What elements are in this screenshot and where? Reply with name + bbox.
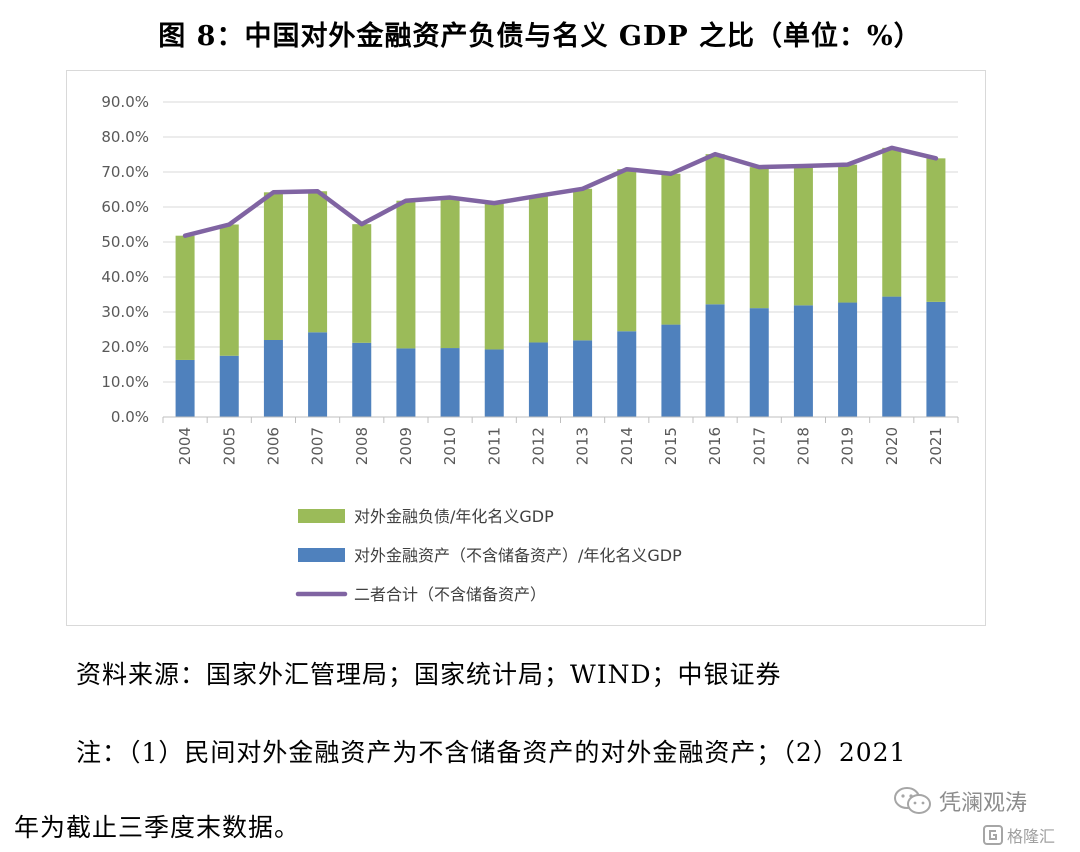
footnote-line-1: 注：（1）民间对外金融资产为不含储备资产的对外金融资产；（2）2021 [76, 738, 907, 767]
watermark: 凭澜观涛 格隆汇 [893, 785, 1073, 847]
x-tick-label: 2007 [309, 427, 327, 465]
bar-assets [838, 302, 858, 417]
bar-liabilities [263, 192, 283, 340]
y-tick-label: 30.0% [101, 303, 149, 321]
bar-assets [926, 301, 946, 417]
legend-swatch [298, 548, 345, 562]
bar-assets [219, 355, 239, 417]
gelonghui-logo-icon [983, 825, 1003, 845]
bar-liabilities [705, 154, 725, 305]
bar-liabilities [396, 200, 416, 349]
x-tick-label: 2015 [662, 427, 680, 465]
bar-assets [882, 296, 902, 417]
source-note: 资料来源：国家外汇管理局；国家统计局；WIND；中银证券 [76, 660, 782, 689]
bar-liabilities [308, 191, 328, 333]
watermark-account-name: 凭澜观涛 [939, 791, 1028, 816]
bar-liabilities [882, 147, 902, 297]
y-tick-label: 80.0% [101, 128, 149, 146]
x-tick-label: 2004 [176, 427, 194, 465]
x-tick-label: 2020 [883, 427, 901, 465]
x-tick-label: 2016 [706, 427, 724, 465]
y-tick-label: 40.0% [101, 268, 149, 286]
x-tick-label: 2006 [264, 427, 282, 465]
bar-assets [749, 308, 769, 417]
x-tick-label: 2021 [927, 427, 945, 465]
chart-legend: 对外金融负债/年化名义GDP 对外金融资产（不含储备资产）/年化名义GDP 二者合计… [295, 507, 682, 604]
chart-bars [175, 147, 946, 417]
x-tick-label: 2018 [794, 427, 812, 465]
x-tick-label: 2019 [839, 427, 857, 465]
x-tick-label: 2010 [441, 427, 459, 465]
bar-assets [175, 359, 195, 417]
figure-title: 图 8：中国对外金融资产负债与名义 GDP 之比（单位：%） [158, 21, 922, 52]
x-tick-label: 2009 [397, 427, 415, 465]
bar-assets [661, 324, 681, 417]
legend-swatch [298, 509, 345, 523]
bar-assets [440, 348, 460, 417]
bar-assets [793, 305, 813, 417]
y-tick-label: 70.0% [101, 163, 149, 181]
bar-assets [263, 340, 283, 417]
x-tick-label: 2008 [353, 427, 371, 465]
bar-assets [528, 342, 548, 417]
watermark-brand: 格隆汇 [1007, 827, 1056, 846]
bar-liabilities [793, 166, 813, 306]
bar-liabilities [440, 197, 460, 349]
y-tick-label: 10.0% [101, 373, 149, 391]
x-tick-label: 2013 [574, 427, 592, 465]
y-tick-label: 90.0% [101, 93, 149, 111]
x-tick-label: 2014 [618, 427, 636, 465]
legend-label: 对外金融资产（不含储备资产）/年化名义GDP [354, 546, 682, 565]
bar-assets [573, 340, 593, 417]
bar-liabilities [528, 195, 548, 343]
bar-assets [396, 348, 416, 417]
x-tick-label: 2011 [485, 427, 503, 465]
bar-liabilities [617, 169, 637, 332]
chart-line [182, 145, 939, 238]
x-tick-label: 2017 [750, 427, 768, 465]
y-tick-label: 50.0% [101, 233, 149, 251]
bar-assets [352, 342, 372, 417]
bar-liabilities [661, 173, 681, 325]
stacked-bar-chart: 0.0% 10.0% 20.0% 30.0% 40.0% 50.0% 60.0% 70.0% 8… [101, 93, 959, 604]
bar-assets [705, 304, 725, 417]
y-tick-label: 0.0% [111, 408, 149, 426]
x-tick-label: 2005 [220, 427, 238, 465]
y-tick-label: 60.0% [101, 198, 149, 216]
bar-liabilities [352, 224, 372, 343]
bar-liabilities [484, 203, 504, 350]
bar-liabilities [175, 235, 195, 360]
bar-liabilities [573, 188, 593, 341]
total-line [182, 145, 939, 238]
bar-liabilities [219, 224, 239, 356]
y-tick-label: 20.0% [101, 338, 149, 356]
bar-liabilities [926, 158, 946, 302]
x-tick-label: 2012 [529, 427, 547, 465]
bar-liabilities [838, 164, 858, 303]
bar-liabilities [749, 167, 769, 309]
legend-label: 对外金融负债/年化名义GDP [354, 507, 554, 526]
bar-assets [617, 331, 637, 417]
bar-assets [308, 332, 328, 417]
legend-label: 二者合计（不含储备资产） [354, 585, 546, 604]
wechat-icon [894, 787, 931, 814]
y-axis: 0.0% 10.0% 20.0% 30.0% 40.0% 50.0% 60.0% 70.0% 8… [101, 93, 149, 426]
bar-assets [484, 349, 504, 417]
x-axis: 2004 2005 2006 2007 2008 2009 2010 2011 2012 2013… [162, 416, 959, 465]
footnote-line-2: 年为截止三季度末数据。 [14, 813, 301, 842]
chart-frame [66, 70, 986, 626]
